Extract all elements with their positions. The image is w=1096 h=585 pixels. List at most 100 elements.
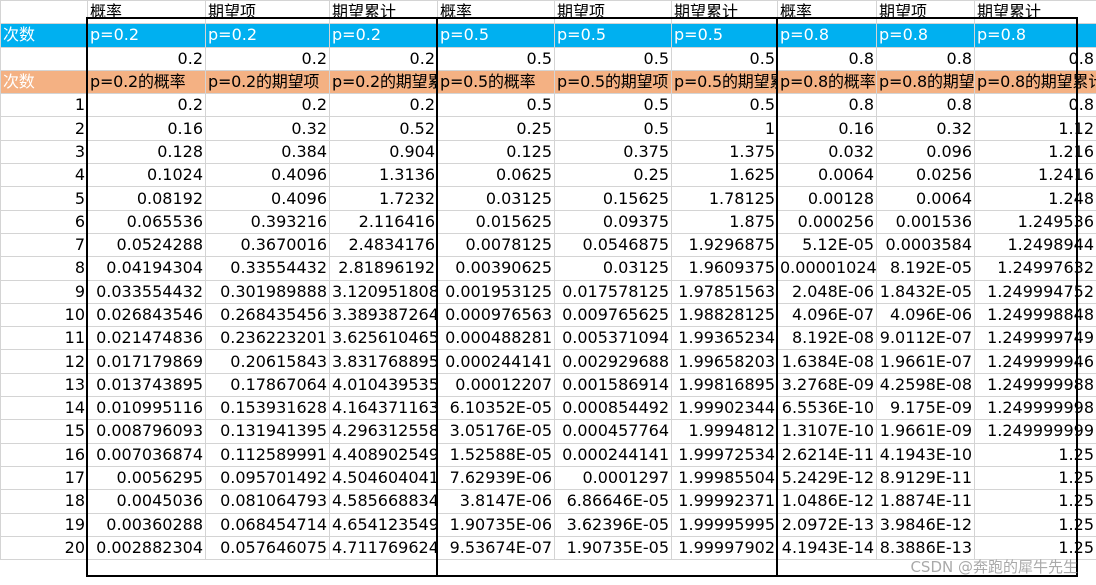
cell[interactable]: 0.2 bbox=[205, 93, 330, 118]
cell[interactable]: 0.375 bbox=[554, 139, 672, 165]
cell[interactable]: 1.249999998 bbox=[974, 396, 1096, 421]
cell[interactable]: 0.5 bbox=[437, 46, 555, 71]
cell[interactable]: 8.192E-05 bbox=[876, 256, 975, 281]
cell[interactable]: 1.99992371 bbox=[671, 489, 778, 514]
cell[interactable]: 1.9661E-09 bbox=[876, 419, 975, 444]
cell[interactable]: 0.8 bbox=[777, 46, 877, 71]
row-header-cell[interactable]: 15 bbox=[0, 419, 88, 444]
row-header-cell[interactable]: 18 bbox=[0, 489, 88, 514]
row-header-cell[interactable]: 12 bbox=[0, 349, 88, 374]
cell[interactable]: 0.068454714 bbox=[205, 512, 330, 537]
cell[interactable]: 0.00001024 bbox=[777, 256, 877, 281]
cell[interactable]: 6.10352E-05 bbox=[437, 396, 555, 421]
cell[interactable]: 0.125 bbox=[437, 139, 555, 165]
cell[interactable]: 0.5 bbox=[554, 46, 672, 71]
cell[interactable]: 1.249994752 bbox=[974, 279, 1096, 304]
cell[interactable]: 0.5 bbox=[671, 46, 778, 71]
cell[interactable]: 0.000488281 bbox=[437, 326, 555, 351]
cell[interactable]: 0.096 bbox=[876, 139, 975, 165]
cell[interactable]: 1.99985504 bbox=[671, 465, 778, 491]
cell[interactable]: 6.5536E-10 bbox=[777, 396, 877, 421]
cell[interactable]: 0.5 bbox=[437, 93, 555, 118]
row-header-cell[interactable]: 16 bbox=[0, 442, 88, 467]
cell[interactable]: 5.12E-05 bbox=[777, 232, 877, 258]
cell[interactable]: 0.021474836 bbox=[87, 326, 206, 351]
cell[interactable]: p=0.8 bbox=[876, 23, 975, 48]
cell[interactable]: p=0.2 bbox=[329, 23, 438, 48]
cell[interactable]: 0.00012207 bbox=[437, 372, 555, 398]
cell[interactable]: 0.236223201 bbox=[205, 326, 330, 351]
cell[interactable]: 0.0524288 bbox=[87, 232, 206, 258]
cell[interactable]: 0.0064 bbox=[777, 163, 877, 188]
cell[interactable]: 1.2498944 bbox=[974, 232, 1096, 258]
cell[interactable]: 0.0003584 bbox=[876, 232, 975, 258]
cell[interactable]: 0.0056295 bbox=[87, 465, 206, 491]
cell[interactable]: 8.3886E-13 bbox=[876, 535, 975, 561]
cell[interactable]: 期望项 bbox=[554, 0, 672, 25]
cell[interactable]: p=0.2 bbox=[205, 23, 330, 48]
cell[interactable]: 期望累计 bbox=[329, 0, 438, 25]
cell[interactable]: 1.0486E-12 bbox=[777, 489, 877, 514]
cell[interactable]: 0.015625 bbox=[437, 209, 555, 234]
cell[interactable]: 0.009765625 bbox=[554, 302, 672, 328]
cell[interactable]: 4.096E-07 bbox=[777, 302, 877, 328]
cell[interactable]: 4.585668834 bbox=[329, 489, 438, 514]
cell[interactable]: 8.192E-08 bbox=[777, 326, 877, 351]
cell[interactable]: 2.4834176 bbox=[329, 232, 438, 258]
cell[interactable]: 1.99995995 bbox=[671, 512, 778, 537]
cell[interactable]: 0.3670016 bbox=[205, 232, 330, 258]
cell[interactable]: 1.25 bbox=[974, 512, 1096, 537]
cell[interactable]: 1.52588E-05 bbox=[437, 442, 555, 467]
cell[interactable]: 0.393216 bbox=[205, 209, 330, 234]
cell[interactable]: 1.99365234 bbox=[671, 326, 778, 351]
row-header-cell[interactable]: 9 bbox=[0, 279, 88, 304]
cell[interactable]: 0.00360288 bbox=[87, 512, 206, 537]
cell[interactable]: 0.08192 bbox=[87, 186, 206, 211]
row-header-cell[interactable]: 5 bbox=[0, 186, 88, 211]
cell[interactable]: 0.5 bbox=[671, 93, 778, 118]
cell[interactable]: 0.15625 bbox=[554, 186, 672, 211]
cell[interactable]: 1.6384E-08 bbox=[777, 349, 877, 374]
cell[interactable]: 期望累计 bbox=[974, 0, 1096, 25]
cell[interactable]: 1.9296875 bbox=[671, 232, 778, 258]
cell[interactable]: 0.007036874 bbox=[87, 442, 206, 467]
cell[interactable]: 0.013743895 bbox=[87, 372, 206, 398]
cell[interactable]: 1.249999988 bbox=[974, 372, 1096, 398]
cell[interactable]: 0.268435456 bbox=[205, 302, 330, 328]
cell[interactable]: 1.25 bbox=[974, 535, 1096, 561]
cell[interactable]: p=0.2的期望项 bbox=[205, 69, 330, 95]
cell[interactable]: 1.99972534 bbox=[671, 442, 778, 467]
cell[interactable]: 7.62939E-06 bbox=[437, 465, 555, 491]
cell[interactable]: p=0.5的期望累计 bbox=[671, 69, 778, 95]
cell[interactable]: 0.25 bbox=[554, 163, 672, 188]
cell[interactable]: p=0.2 bbox=[87, 23, 206, 48]
cell[interactable]: 2.0972E-13 bbox=[777, 512, 877, 537]
cell[interactable]: 1.99902344 bbox=[671, 396, 778, 421]
cell[interactable]: 3.120951808 bbox=[329, 279, 438, 304]
cell[interactable]: 1.249998848 bbox=[974, 302, 1096, 328]
cell[interactable]: 5.2429E-12 bbox=[777, 465, 877, 491]
cell[interactable]: 0.008796093 bbox=[87, 419, 206, 444]
cell[interactable]: 4.1943E-10 bbox=[876, 442, 975, 467]
cell[interactable]: 1.216 bbox=[974, 139, 1096, 165]
cell[interactable]: 1.98828125 bbox=[671, 302, 778, 328]
cell[interactable]: 4.1943E-14 bbox=[777, 535, 877, 561]
cell[interactable]: p=0.8 bbox=[974, 23, 1096, 48]
cell[interactable]: 9.53674E-07 bbox=[437, 535, 555, 561]
row-header-cell[interactable]: 19 bbox=[0, 512, 88, 537]
cell[interactable]: 4.296312558 bbox=[329, 419, 438, 444]
cell[interactable]: p=0.8的期望累计 bbox=[974, 69, 1096, 95]
cell[interactable]: 0.0078125 bbox=[437, 232, 555, 258]
cell[interactable]: 0.384 bbox=[205, 139, 330, 165]
cell[interactable]: 1.25 bbox=[974, 465, 1096, 491]
cell[interactable]: 0.033554432 bbox=[87, 279, 206, 304]
cell[interactable]: 期望项 bbox=[876, 0, 975, 25]
cell[interactable]: 1.625 bbox=[671, 163, 778, 188]
cell[interactable]: 期望累计 bbox=[671, 0, 778, 25]
row-header-cell[interactable]: 7 bbox=[0, 232, 88, 258]
cell[interactable]: p=0.2的概率 bbox=[87, 69, 206, 95]
cell[interactable]: 0.000244141 bbox=[437, 349, 555, 374]
cell[interactable]: 1.3107E-10 bbox=[777, 419, 877, 444]
cell[interactable]: 3.05176E-05 bbox=[437, 419, 555, 444]
cell[interactable]: 0.017179869 bbox=[87, 349, 206, 374]
